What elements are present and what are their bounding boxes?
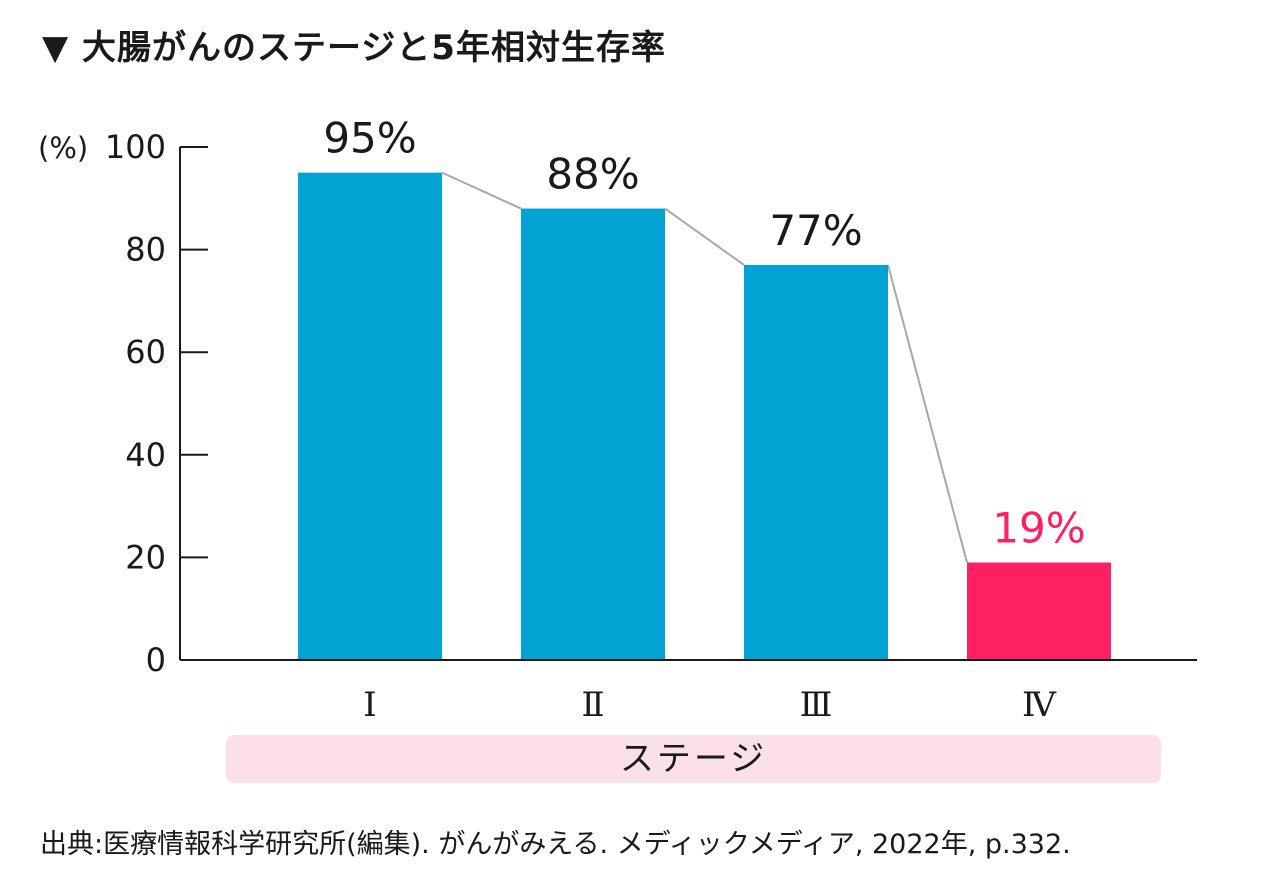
- bar-stage-3: [744, 264, 888, 660]
- bar-stage-2: [521, 208, 665, 660]
- x-tick-label: Ⅰ: [363, 685, 376, 725]
- x-axis-label: ステージ: [226, 735, 1161, 783]
- x-tick-label: Ⅳ: [1022, 685, 1057, 725]
- y-tick-label: 60: [125, 333, 166, 371]
- data-label: 88%: [546, 150, 639, 199]
- data-label: 95%: [323, 114, 416, 163]
- connector-line: [441, 171, 522, 210]
- connector-lines: [441, 171, 968, 563]
- y-tick-label: 40: [125, 436, 166, 474]
- y-tick-label: 20: [125, 538, 166, 576]
- y-tick-label: 80: [125, 231, 166, 269]
- x-tick-label: Ⅲ: [800, 685, 833, 725]
- data-label: 19%: [992, 504, 1085, 553]
- source-citation: 出典:医療情報科学研究所(編集). がんがみえる. メディックメディア, 202…: [40, 829, 1071, 860]
- y-axis-unit: (%): [38, 131, 88, 165]
- data-label: 77%: [769, 206, 862, 255]
- data-labels: 95% 88% 77% 19%: [323, 114, 1085, 553]
- chart-title: ▼ 大腸がんのステージと5年相対生存率: [42, 28, 666, 68]
- axes: 0 20 40 60 80 100 (%) Ⅰ Ⅱ Ⅲ Ⅳ: [38, 128, 1197, 725]
- connector-line: [887, 264, 968, 563]
- y-tick-label: 100: [105, 128, 166, 166]
- bar-stage-1: [298, 172, 442, 660]
- y-tick-label: 0: [146, 641, 166, 679]
- x-tick-label: Ⅱ: [581, 685, 604, 725]
- bar-stage-4: [967, 562, 1111, 660]
- connector-line: [664, 207, 745, 266]
- bars: [298, 172, 1111, 660]
